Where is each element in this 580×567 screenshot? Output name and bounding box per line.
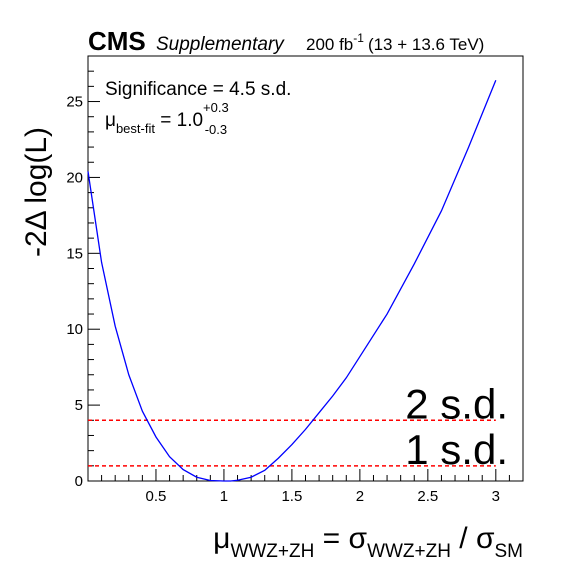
y-axis-label: -2Δ log(L)	[20, 127, 53, 257]
reference-line-label: 2 s.d.	[405, 380, 508, 427]
series-line	[87, 80, 497, 482]
supplementary-label: Supplementary	[156, 34, 285, 55]
x-axis-label: μWWZ+ZH = σWWZ+ZH / σSM	[213, 522, 523, 562]
y-tick-label: 10	[66, 321, 83, 338]
x-tick-label: 3	[492, 488, 500, 505]
x-tick-labels: 0.5 1 1.5 2 2.5 3	[146, 488, 500, 505]
y-tick-label: 5	[75, 397, 83, 414]
best-fit-annotation: μbest-fit = 1.0+0.3 -0.3	[105, 100, 229, 137]
luminosity-label: 200 fb-1 (13 + 13.6 TeV)	[306, 31, 484, 54]
cms-label: CMS	[88, 26, 146, 56]
x-tick-label: 1	[220, 488, 228, 505]
x-tick-label: 1.5	[281, 488, 302, 505]
reference-lines: 1 s.d.2 s.d.	[88, 380, 508, 473]
y-tick-labels: 0 5 10 15 20 25	[66, 94, 83, 490]
significance-annotation: Significance = 4.5 s.d.	[105, 79, 291, 100]
y-tick-label: 0	[75, 473, 83, 490]
axis-ticks	[88, 70, 510, 481]
x-tick-label: 2.5	[417, 488, 438, 505]
y-tick-label: 15	[66, 245, 83, 262]
series-layer	[87, 80, 497, 482]
y-tick-label: 20	[66, 169, 83, 186]
x-tick-label: 0.5	[146, 488, 167, 505]
y-tick-label: 25	[66, 94, 83, 111]
reference-line-label: 1 s.d.	[405, 426, 508, 473]
x-tick-label: 2	[356, 488, 364, 505]
